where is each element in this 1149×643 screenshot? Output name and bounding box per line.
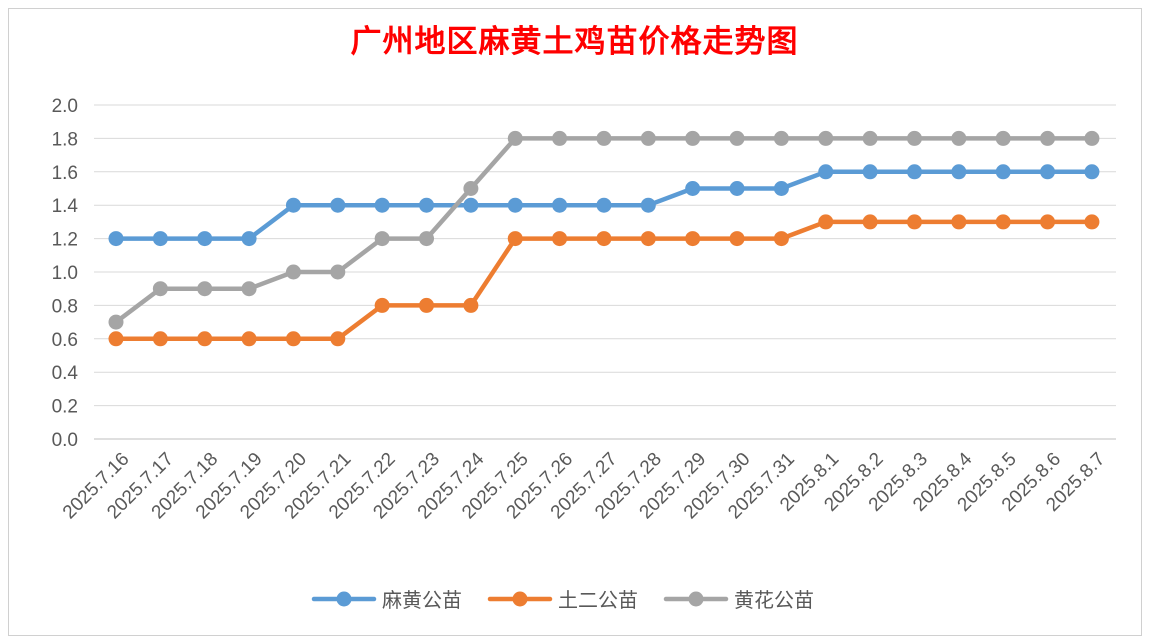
- data-point: [374, 231, 390, 247]
- legend-marker: [512, 591, 528, 607]
- data-point: [197, 281, 213, 297]
- legend-marker: [688, 591, 704, 607]
- data-point: [197, 331, 213, 347]
- data-point: [729, 130, 745, 146]
- data-point: [1084, 164, 1100, 180]
- y-tick-label: 2.0: [52, 96, 78, 117]
- data-point: [108, 314, 124, 330]
- y-tick-label: 1.8: [52, 129, 78, 150]
- data-point: [552, 130, 568, 146]
- y-tick-label: 0.8: [52, 296, 78, 317]
- data-point: [951, 164, 967, 180]
- data-point: [108, 331, 124, 347]
- y-tick-label: 0.2: [52, 397, 78, 418]
- data-point: [152, 231, 168, 247]
- y-tick-label: 1.6: [52, 163, 78, 184]
- data-point: [419, 231, 435, 247]
- data-point: [995, 164, 1011, 180]
- data-point: [1084, 130, 1100, 146]
- data-point: [507, 231, 523, 247]
- y-tick-label: 0.0: [52, 430, 78, 451]
- data-point: [108, 231, 124, 247]
- data-point: [1040, 164, 1056, 180]
- data-point: [685, 130, 701, 146]
- data-point: [419, 297, 435, 313]
- legend-label: 黄花公苗: [734, 588, 814, 612]
- data-point: [285, 197, 301, 213]
- data-point: [729, 231, 745, 247]
- data-point: [906, 164, 922, 180]
- data-point: [951, 130, 967, 146]
- data-point: [995, 214, 1011, 230]
- data-point: [507, 197, 523, 213]
- data-point: [596, 231, 612, 247]
- data-point: [330, 197, 346, 213]
- data-point: [285, 264, 301, 280]
- data-point: [596, 130, 612, 146]
- data-point: [285, 331, 301, 347]
- data-point: [729, 181, 745, 196]
- data-point: [330, 264, 346, 280]
- chart-area[interactable]: [8, 8, 1142, 636]
- data-point: [640, 197, 656, 213]
- data-point: [773, 231, 789, 247]
- data-point: [862, 130, 878, 146]
- data-point: [596, 197, 612, 213]
- data-point: [152, 331, 168, 347]
- data-point: [1084, 214, 1100, 230]
- y-tick-label: 1.2: [52, 230, 78, 251]
- data-point: [241, 231, 257, 247]
- data-point: [818, 164, 834, 180]
- y-tick-label: 1.4: [52, 196, 79, 217]
- data-point: [906, 214, 922, 230]
- data-point: [951, 214, 967, 230]
- data-point: [552, 197, 568, 213]
- legend-marker: [336, 591, 352, 607]
- y-tick-label: 0.6: [52, 330, 78, 351]
- data-point: [463, 297, 479, 313]
- data-point: [463, 197, 479, 213]
- data-point: [773, 130, 789, 146]
- y-tick-label: 0.4: [52, 363, 79, 384]
- data-point: [906, 130, 922, 146]
- data-point: [640, 130, 656, 146]
- data-point: [374, 197, 390, 213]
- data-point: [463, 181, 479, 196]
- data-point: [862, 214, 878, 230]
- data-point: [773, 181, 789, 196]
- legend-label: 麻黄公苗: [382, 588, 462, 612]
- data-point: [818, 214, 834, 230]
- data-point: [197, 231, 213, 247]
- data-point: [374, 297, 390, 313]
- data-point: [1040, 214, 1056, 230]
- data-point: [330, 331, 346, 347]
- data-point: [640, 231, 656, 247]
- data-point: [818, 130, 834, 146]
- data-point: [152, 281, 168, 297]
- y-tick-label: 1.0: [52, 263, 78, 284]
- data-point: [552, 231, 568, 247]
- data-point: [862, 164, 878, 180]
- data-point: [1040, 130, 1056, 146]
- data-point: [241, 331, 257, 347]
- legend-label: 土二公苗: [558, 588, 638, 612]
- data-point: [507, 130, 523, 146]
- data-point: [419, 197, 435, 213]
- data-point: [241, 281, 257, 297]
- chart-title: 广州地区麻黄土鸡苗价格走势图: [350, 24, 799, 60]
- data-point: [995, 130, 1011, 146]
- data-point: [685, 181, 701, 196]
- data-point: [685, 231, 701, 247]
